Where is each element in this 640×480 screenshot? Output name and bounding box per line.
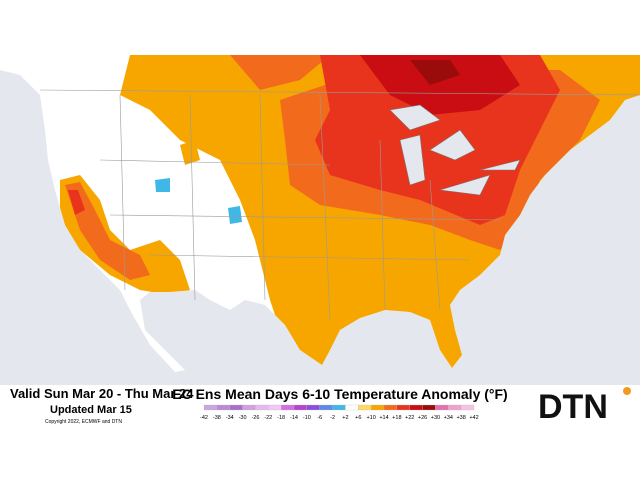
map-title: EC Ens Mean Days 6-10 Temperature Anomal… <box>172 386 507 402</box>
legend-tick-label: +10 <box>366 415 375 421</box>
legend-swatch <box>216 404 230 411</box>
legend-swatch <box>422 404 436 411</box>
legend-tick-label: -14 <box>290 415 298 421</box>
legend-swatch <box>358 404 372 411</box>
legend-swatch <box>255 404 269 411</box>
legend-tick-label: -18 <box>277 415 285 421</box>
legend-swatch <box>203 404 218 411</box>
legend-swatch <box>409 404 423 411</box>
legend-swatch <box>460 404 475 411</box>
logo: DTN <box>538 387 631 426</box>
legend-tick-label: +22 <box>405 415 414 421</box>
legend-tick-label: +26 <box>418 415 427 421</box>
legend-swatch <box>383 404 398 411</box>
valid-dates: Valid Sun Mar 20 - Thu Mar 24 <box>10 386 194 401</box>
legend-swatch <box>319 404 333 411</box>
borders <box>39 89 640 321</box>
legend-swatch <box>293 404 308 411</box>
legend-swatch <box>448 404 462 411</box>
legend-tick-label: -42 <box>200 415 208 421</box>
legend-tick-label: +18 <box>392 415 401 421</box>
legend-swatch <box>396 404 410 411</box>
logo-text: DTN <box>538 388 608 426</box>
legend-tick-label: -6 <box>317 415 322 421</box>
legend-tick-label: -22 <box>264 415 272 421</box>
legend-swatch <box>306 404 320 411</box>
legend-tick-label: -38 <box>213 415 221 421</box>
updated-date: Updated Mar 15 <box>50 404 132 416</box>
legend-swatch <box>435 404 449 411</box>
great-lakes <box>389 104 521 196</box>
legend-tick-label: +14 <box>379 415 388 421</box>
legend-swatch <box>229 404 243 411</box>
legend-swatch <box>332 404 346 411</box>
logo-dot <box>623 387 631 395</box>
legend-swatch <box>345 404 359 411</box>
legend: -42 -38 -34 -30 -26 -22 -18 -14 -10 -6 -2 +2 +6 +10 +1… <box>200 404 479 421</box>
legend-tick-label: -2 <box>330 415 335 421</box>
copyright: Copyright 2022, ECMWF and DTN <box>45 419 122 425</box>
legend-swatch <box>280 404 295 411</box>
legend-tick-label: -30 <box>239 415 247 421</box>
legend-tick-label: +34 <box>444 415 453 421</box>
legend-tick-label: +2 <box>342 415 348 421</box>
legend-tick-label: -34 <box>226 415 234 421</box>
legend-tick-label: +30 <box>431 415 440 421</box>
legend-swatch <box>268 404 282 411</box>
legend-tick-label: -26 <box>251 415 259 421</box>
legend-tick-label: -10 <box>303 415 311 421</box>
legend-tick-label: +6 <box>355 415 361 421</box>
legend-swatch <box>370 404 385 411</box>
legend-tick-label: +38 <box>456 415 465 421</box>
legend-tick-label: +42 <box>469 415 478 421</box>
legend-swatch <box>242 404 256 411</box>
